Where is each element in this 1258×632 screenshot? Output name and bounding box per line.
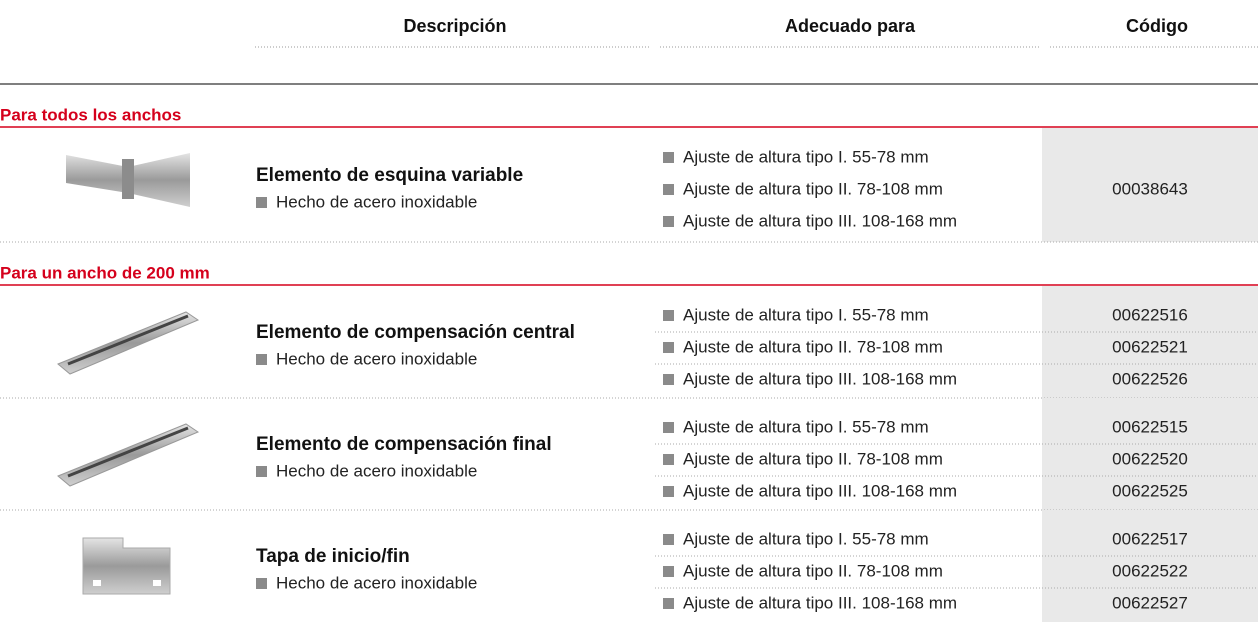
suitable-item: Ajuste de altura tipo II. 78-108 mm — [683, 337, 943, 356]
product-material: Hecho de acero inoxidable — [276, 573, 477, 592]
suitable-item: Ajuste de altura tipo I. 55-78 mm — [683, 147, 929, 166]
suitable-item: Ajuste de altura tipo II. 78-108 mm — [683, 561, 943, 580]
bullet — [663, 598, 674, 609]
suitable-item: Ajuste de altura tipo I. 55-78 mm — [683, 529, 929, 548]
product-image — [82, 537, 171, 595]
bullet — [663, 374, 674, 385]
bullet — [663, 422, 674, 433]
code-cell — [1042, 128, 1258, 242]
suitable-item: Ajuste de altura tipo III. 108-168 mm — [683, 481, 957, 500]
product-name: Tapa de inicio/fin — [256, 546, 410, 567]
bullet — [663, 216, 674, 227]
product-code: 00622525 — [1112, 481, 1188, 500]
section-title: Para todos los anchos — [0, 105, 181, 124]
product-code: 00622526 — [1112, 369, 1188, 388]
code-cell — [1042, 286, 1258, 398]
product-material: Hecho de acero inoxidable — [276, 192, 477, 211]
product-code: 00622520 — [1112, 449, 1188, 468]
product-code: 00622521 — [1112, 337, 1188, 356]
suitable-item: Ajuste de altura tipo I. 55-78 mm — [683, 417, 929, 436]
product-code: 00622522 — [1112, 561, 1188, 580]
product-image — [67, 314, 189, 366]
product-code: 00622517 — [1112, 529, 1188, 548]
bullet — [663, 152, 674, 163]
column-header: Código — [1126, 16, 1188, 36]
code-cell — [1042, 398, 1258, 510]
product-image — [153, 580, 161, 586]
product-code: 00622527 — [1112, 593, 1188, 612]
bullet — [663, 310, 674, 321]
bullet — [663, 566, 674, 577]
suitable-item: Ajuste de altura tipo II. 78-108 mm — [683, 179, 943, 198]
bullet — [256, 197, 267, 208]
product-image — [93, 580, 101, 586]
column-header: Descripción — [403, 16, 506, 36]
product-code: 00622515 — [1112, 417, 1188, 436]
bullet — [663, 184, 674, 195]
code-cell — [1042, 510, 1258, 622]
product-material: Hecho de acero inoxidable — [276, 349, 477, 368]
product-code: 00038643 — [1112, 179, 1188, 198]
bullet — [663, 454, 674, 465]
bullet — [256, 578, 267, 589]
bullet — [663, 486, 674, 497]
section-title: Para un ancho de 200 mm — [0, 263, 210, 282]
bullet — [663, 534, 674, 545]
suitable-item: Ajuste de altura tipo III. 108-168 mm — [683, 211, 957, 230]
suitable-item: Ajuste de altura tipo III. 108-168 mm — [683, 593, 957, 612]
product-image — [67, 426, 189, 478]
bullet — [256, 466, 267, 477]
product-name: Elemento de compensación final — [256, 434, 552, 455]
suitable-item: Ajuste de altura tipo III. 108-168 mm — [683, 369, 957, 388]
product-code: 00622516 — [1112, 305, 1188, 324]
column-header: Adecuado para — [785, 16, 916, 36]
product-name: Elemento de compensación central — [256, 322, 575, 343]
suitable-item: Ajuste de altura tipo I. 55-78 mm — [683, 305, 929, 324]
suitable-item: Ajuste de altura tipo II. 78-108 mm — [683, 449, 943, 468]
bullet — [663, 342, 674, 353]
bullet — [256, 354, 267, 365]
product-name: Elemento de esquina variable — [256, 165, 523, 186]
product-material: Hecho de acero inoxidable — [276, 461, 477, 480]
product-image — [122, 159, 134, 199]
